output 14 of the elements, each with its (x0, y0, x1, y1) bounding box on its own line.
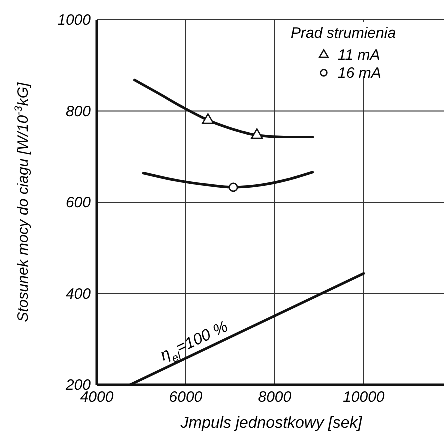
x-tick-label: 4000 (80, 389, 114, 406)
x-tick-label: 6000 (169, 389, 204, 406)
y-tick-label: 800 (66, 103, 92, 120)
y-tick-label: 1000 (58, 12, 92, 29)
x-axis-title: Jmpuls jednostkowy [sek] (180, 415, 363, 432)
legend-title: Prad strumienia (291, 25, 396, 42)
y-tick-label: 400 (66, 286, 92, 303)
annotation: η$_{el}$=100 % (158, 318, 231, 366)
legend-label: 16 mA (338, 65, 382, 82)
x-tick-label: 8000 (258, 389, 292, 406)
y-tick-label: 600 (66, 194, 92, 212)
line-series (134, 78, 314, 139)
x-tick-label: 10000 (343, 389, 386, 406)
legend-label: 11 mA (338, 47, 380, 64)
